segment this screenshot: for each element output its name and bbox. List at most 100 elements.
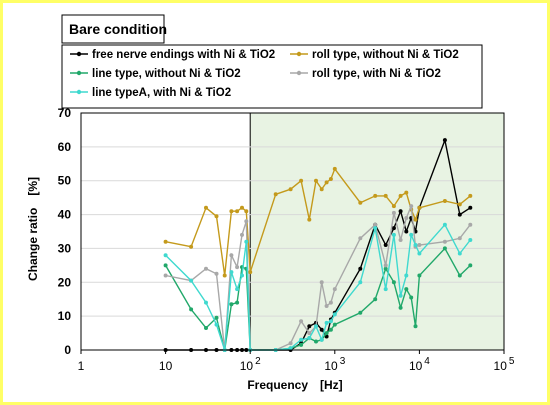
y-tick-label: 30 bbox=[58, 241, 72, 255]
data-point bbox=[468, 193, 473, 198]
data-point bbox=[391, 232, 396, 237]
data-point bbox=[391, 280, 396, 285]
data-point bbox=[457, 202, 462, 207]
data-point bbox=[307, 331, 312, 336]
data-point bbox=[391, 210, 396, 215]
data-point bbox=[288, 346, 293, 351]
data-point bbox=[244, 239, 249, 244]
data-point bbox=[358, 266, 363, 271]
data-point bbox=[214, 214, 219, 219]
data-point bbox=[468, 205, 473, 210]
data-point bbox=[409, 295, 414, 300]
data-point bbox=[324, 304, 329, 308]
data-point bbox=[404, 273, 409, 278]
data-point bbox=[383, 266, 388, 271]
data-point bbox=[299, 337, 304, 342]
legend-swatch-marker bbox=[76, 51, 82, 57]
y-tick-label: 10 bbox=[58, 309, 72, 323]
data-point bbox=[314, 324, 318, 329]
legend-item: roll type, with Ni & TiO2 bbox=[290, 68, 441, 80]
data-point bbox=[457, 212, 462, 217]
data-point bbox=[383, 243, 388, 247]
legend-swatch-marker bbox=[76, 70, 82, 76]
data-point bbox=[332, 166, 337, 171]
data-point bbox=[214, 322, 219, 327]
data-point bbox=[417, 243, 422, 247]
plot-area: 0 10 20 30 40 50 60 70 1 10 10 2 10 3 10 4 10 5 bbox=[58, 106, 515, 373]
x-tick-label: 10 2 bbox=[240, 356, 261, 373]
legend bbox=[61, 44, 483, 109]
data-point bbox=[328, 177, 333, 181]
data-point bbox=[204, 205, 208, 210]
data-point bbox=[235, 265, 240, 270]
data-point bbox=[204, 326, 208, 330]
data-point bbox=[391, 226, 396, 231]
legend-item: roll type, without Ni & TiO2 bbox=[290, 49, 459, 61]
y-tick-label: 70 bbox=[58, 106, 72, 120]
data-point bbox=[328, 300, 333, 305]
data-point bbox=[189, 244, 194, 249]
data-point bbox=[244, 209, 249, 214]
data-point bbox=[248, 270, 253, 275]
data-point bbox=[244, 219, 249, 224]
data-point bbox=[409, 232, 414, 237]
x-tick-label: 10 bbox=[159, 359, 173, 373]
data-point bbox=[468, 222, 473, 227]
legend-item: free nerve endings with Ni & TiO2 bbox=[70, 49, 275, 61]
data-point bbox=[235, 209, 240, 214]
legend-label: roll type, with Ni & TiO2 bbox=[312, 68, 441, 80]
data-point bbox=[404, 190, 409, 195]
legend-swatch-marker bbox=[76, 89, 82, 95]
legend-swatch-marker bbox=[296, 51, 302, 57]
data-point bbox=[332, 312, 337, 317]
data-point bbox=[442, 199, 447, 203]
legend-label: line type, without Ni & TiO2 bbox=[92, 68, 241, 80]
data-point bbox=[413, 324, 418, 329]
x-tick-label: 10 5 bbox=[494, 356, 515, 373]
data-point bbox=[163, 263, 168, 268]
data-point bbox=[240, 232, 244, 237]
data-point bbox=[398, 193, 403, 198]
data-point bbox=[332, 322, 337, 327]
chart-title: Bare condition bbox=[69, 21, 167, 37]
data-point bbox=[358, 310, 363, 315]
data-point bbox=[240, 273, 244, 278]
data-point bbox=[442, 246, 447, 251]
data-point bbox=[468, 238, 473, 242]
data-point bbox=[229, 302, 234, 307]
data-point bbox=[457, 236, 462, 241]
legend-item: line typeA, with Ni & TiO2 bbox=[70, 87, 231, 99]
legend-label: roll type, without Ni & TiO2 bbox=[312, 49, 459, 61]
y-tick-label: 60 bbox=[58, 140, 72, 154]
series-layer bbox=[163, 137, 473, 352]
data-point bbox=[442, 138, 447, 143]
data-point bbox=[398, 209, 403, 214]
x-axis-ticks: 1 10 10 2 10 3 10 4 10 5 bbox=[78, 350, 515, 373]
title-box bbox=[61, 14, 165, 44]
data-point bbox=[442, 222, 447, 227]
data-point bbox=[229, 209, 234, 214]
y-axis-label: Change ratio [%] bbox=[26, 177, 40, 281]
data-point bbox=[307, 217, 312, 222]
data-point bbox=[319, 327, 324, 332]
x-axis-label: Frequency [Hz] bbox=[247, 378, 342, 392]
data-point bbox=[373, 193, 378, 198]
data-point bbox=[299, 342, 304, 347]
data-point bbox=[229, 253, 234, 258]
data-point bbox=[383, 287, 388, 292]
data-point bbox=[417, 273, 422, 278]
data-point bbox=[229, 270, 234, 275]
data-point bbox=[373, 297, 378, 302]
data-point bbox=[383, 193, 388, 198]
x-tick-label: 10 4 bbox=[409, 356, 430, 373]
legend-label: line typeA, with Ni & TiO2 bbox=[92, 87, 231, 99]
y-tick-label: 0 bbox=[64, 343, 71, 357]
data-point bbox=[398, 305, 403, 310]
data-point bbox=[358, 200, 363, 205]
data-point bbox=[204, 300, 208, 305]
data-point bbox=[189, 307, 194, 312]
y-tick-label: 50 bbox=[58, 174, 72, 188]
data-point bbox=[319, 280, 324, 285]
series-2 bbox=[163, 166, 473, 278]
